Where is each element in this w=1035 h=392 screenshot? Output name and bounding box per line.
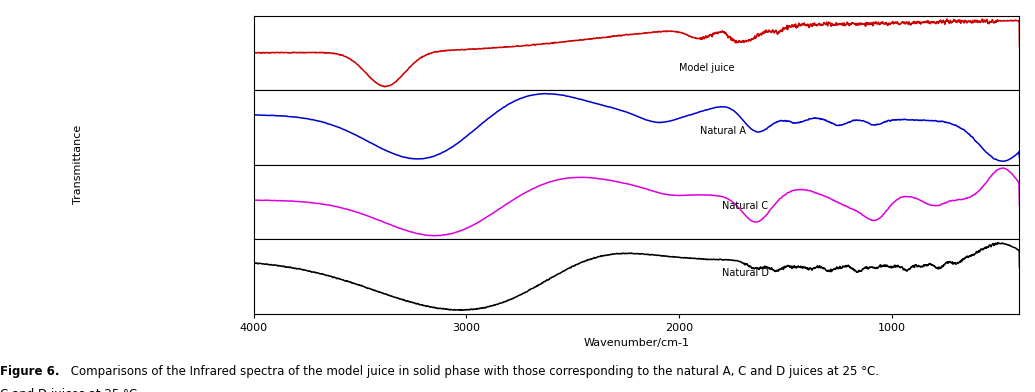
Text: C and D juices at 25 °C.: C and D juices at 25 °C. — [0, 388, 141, 392]
Text: Natural C: Natural C — [721, 201, 768, 211]
Text: Figure 6.: Figure 6. — [0, 365, 59, 377]
Text: Model juice: Model juice — [679, 63, 735, 73]
Text: Transmittance: Transmittance — [72, 125, 83, 204]
Text: Comparisons of the Infrared spectra of the model juice in solid phase with those: Comparisons of the Infrared spectra of t… — [67, 365, 880, 377]
Text: Natural D: Natural D — [721, 268, 769, 278]
X-axis label: Wavenumber/cm-1: Wavenumber/cm-1 — [584, 338, 689, 348]
Text: Natural A: Natural A — [701, 126, 746, 136]
